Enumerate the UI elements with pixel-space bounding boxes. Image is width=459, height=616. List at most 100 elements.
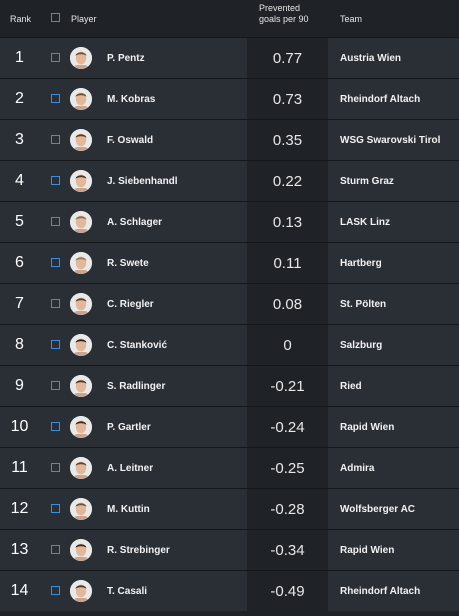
table-row[interactable]: 12 M. Kuttin -0.28 Wolfsberger AC [0, 488, 459, 529]
table-row[interactable]: 3 F. Oswald 0.35 WSG Swarovski Tirol [0, 119, 459, 160]
player-cell: A. Schlager [39, 202, 247, 242]
rank-cell: 8 [0, 325, 39, 365]
row-checkbox[interactable] [51, 381, 60, 390]
row-checkbox[interactable] [51, 176, 60, 185]
player-avatar [70, 129, 92, 151]
header-team[interactable]: Team [340, 14, 363, 24]
table-row[interactable]: 7 C. Riegler 0.08 St. Pölten [0, 283, 459, 324]
table-row[interactable]: 9 S. Radlinger -0.21 Ried [0, 365, 459, 406]
player-name[interactable]: M. Kobras [107, 93, 156, 105]
player-photo-icon [70, 129, 92, 151]
metric-value: 0.13 [247, 202, 328, 242]
player-avatar [70, 416, 92, 438]
row-checkbox[interactable] [51, 53, 60, 62]
table-row[interactable]: 5 A. Schlager 0.13 LASK Linz [0, 201, 459, 242]
player-avatar [70, 375, 92, 397]
player-avatar [70, 170, 92, 192]
table-row[interactable]: 11 A. Leitner -0.25 Admira [0, 447, 459, 488]
row-checkbox[interactable] [51, 504, 60, 513]
player-name[interactable]: T. Casali [107, 585, 148, 597]
team-name[interactable]: St. Pölten [328, 284, 459, 324]
table-header: Rank Player Prevented goals per 90 Team [0, 0, 459, 37]
player-avatar [70, 498, 92, 520]
team-name[interactable]: Sturm Graz [328, 161, 459, 201]
player-cell: C. Stanković [39, 325, 247, 365]
team-name[interactable]: Wolfsberger AC [328, 489, 459, 529]
metric-value: -0.28 [247, 489, 328, 529]
team-name[interactable]: WSG Swarovski Tirol [328, 120, 459, 160]
row-checkbox[interactable] [51, 299, 60, 308]
player-name[interactable]: J. Siebenhandl [107, 175, 178, 187]
player-photo-icon [70, 457, 92, 479]
metric-value: 0.22 [247, 161, 328, 201]
header-player[interactable]: Player [71, 14, 97, 24]
player-photo-icon [70, 170, 92, 192]
rank-cell: 10 [0, 407, 39, 447]
team-name[interactable]: LASK Linz [328, 202, 459, 242]
rank-cell: 6 [0, 243, 39, 283]
metric-value: 0.77 [247, 38, 328, 78]
player-name[interactable]: P. Gartler [107, 421, 151, 433]
row-checkbox[interactable] [51, 94, 60, 103]
table-row[interactable]: 1 P. Pentz 0.77 Austria Wien [0, 37, 459, 78]
player-cell: P. Pentz [39, 38, 247, 78]
player-name[interactable]: A. Schlager [107, 216, 163, 228]
player-name[interactable]: C. Riegler [107, 298, 154, 310]
table-row[interactable]: 6 R. Swete 0.11 Hartberg [0, 242, 459, 283]
team-name[interactable]: Admira [328, 448, 459, 488]
metric-value: -0.24 [247, 407, 328, 447]
select-all-checkbox[interactable] [51, 13, 60, 22]
metric-value: -0.25 [247, 448, 328, 488]
player-name[interactable]: R. Swete [107, 257, 149, 269]
team-name[interactable]: Austria Wien [328, 38, 459, 78]
header-rank[interactable]: Rank [10, 14, 32, 24]
table-row[interactable]: 14 T. Casali -0.49 Rheindorf Altach [0, 570, 459, 611]
player-avatar [70, 539, 92, 561]
table-row[interactable]: 2 M. Kobras 0.73 Rheindorf Altach [0, 78, 459, 119]
table-row[interactable]: 8 C. Stanković 0 Salzburg [0, 324, 459, 365]
player-cell: M. Kuttin [39, 489, 247, 529]
rank-cell: 1 [0, 38, 39, 78]
table-row[interactable]: 4 J. Siebenhandl 0.22 Sturm Graz [0, 160, 459, 201]
team-name[interactable]: Ried [328, 366, 459, 406]
table-row[interactable]: 10 P. Gartler -0.24 Rapid Wien [0, 406, 459, 447]
team-name[interactable]: Rheindorf Altach [328, 79, 459, 119]
row-checkbox[interactable] [51, 545, 60, 554]
row-checkbox[interactable] [51, 586, 60, 595]
team-name[interactable]: Rapid Wien [328, 530, 459, 570]
row-checkbox[interactable] [51, 422, 60, 431]
player-name[interactable]: P. Pentz [107, 52, 145, 64]
player-name[interactable]: M. Kuttin [107, 503, 150, 515]
player-name[interactable]: C. Stanković [107, 339, 168, 351]
team-name[interactable]: Hartberg [328, 243, 459, 283]
player-cell: A. Leitner [39, 448, 247, 488]
player-avatar [70, 211, 92, 233]
player-cell: F. Oswald [39, 120, 247, 160]
player-avatar [70, 580, 92, 602]
player-photo-icon [70, 334, 92, 356]
player-name[interactable]: S. Radlinger [107, 380, 166, 392]
player-cell: R. Swete [39, 243, 247, 283]
table-row[interactable]: 13 R. Strebinger -0.34 Rapid Wien [0, 529, 459, 570]
header-metric[interactable]: Prevented goals per 90 [259, 3, 329, 25]
row-checkbox[interactable] [51, 340, 60, 349]
row-checkbox[interactable] [51, 463, 60, 472]
rank-cell: 2 [0, 79, 39, 119]
player-name[interactable]: A. Leitner [107, 462, 154, 474]
team-name[interactable]: Rheindorf Altach [328, 571, 459, 611]
metric-value: 0 [247, 325, 328, 365]
rank-cell: 11 [0, 448, 39, 488]
rank-cell: 5 [0, 202, 39, 242]
row-checkbox[interactable] [51, 135, 60, 144]
team-name[interactable]: Salzburg [328, 325, 459, 365]
team-name[interactable]: Rapid Wien [328, 407, 459, 447]
player-photo-icon [70, 498, 92, 520]
player-name[interactable]: R. Strebinger [107, 544, 170, 556]
row-checkbox[interactable] [51, 217, 60, 226]
player-cell: T. Casali [39, 571, 247, 611]
player-avatar [70, 334, 92, 356]
player-cell: S. Radlinger [39, 366, 247, 406]
player-name[interactable]: F. Oswald [107, 134, 154, 146]
metric-value: -0.34 [247, 530, 328, 570]
row-checkbox[interactable] [51, 258, 60, 267]
